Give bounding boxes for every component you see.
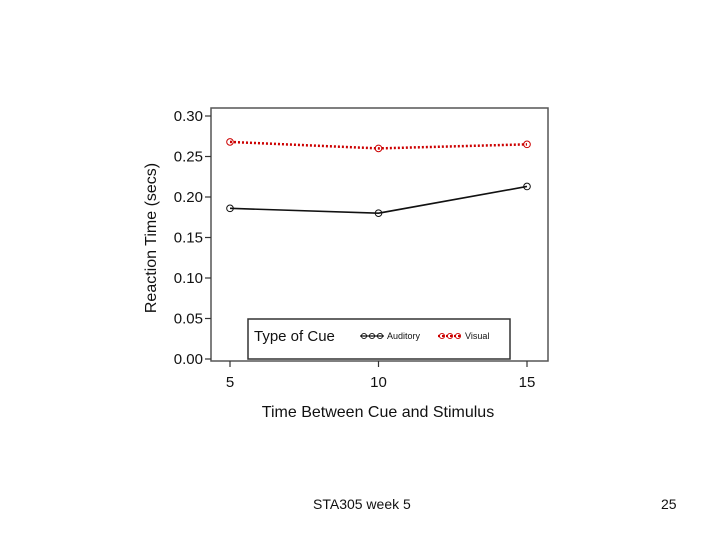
data-point-auditory <box>226 204 234 213</box>
data-point-visual <box>374 144 383 153</box>
y-tick-label: 0.25 <box>174 149 203 166</box>
x-tick-label: 10 <box>370 374 387 391</box>
legend: Type of Cue Auditory Visual <box>247 318 511 360</box>
legend-marker-visual <box>438 332 446 340</box>
y-tick-label: 0.20 <box>174 189 203 206</box>
data-point-auditory <box>523 182 531 191</box>
legend-marker-visual <box>446 332 454 340</box>
x-axis-title: Time Between Cue and Stimulus <box>262 404 494 421</box>
data-point-visual <box>226 138 234 146</box>
legend-marker-auditory <box>376 332 384 340</box>
legend-label-visual: Visual <box>465 331 489 341</box>
legend-marker-visual <box>454 332 462 340</box>
series-line-auditory <box>229 185 528 215</box>
y-tick-label: 0.10 <box>174 270 203 287</box>
y-tick-label: 0.05 <box>174 311 203 328</box>
data-point-visual <box>523 140 531 149</box>
x-tick-label: 15 <box>519 374 536 391</box>
x-axis: 5 10 15 <box>226 361 536 391</box>
y-tick-label: 0.00 <box>174 351 203 368</box>
legend-label-auditory: Auditory <box>387 331 421 341</box>
series-line-visual <box>229 140 528 150</box>
slide-footer: STA305 week 5 <box>313 496 411 512</box>
legend-marker-auditory <box>368 332 376 340</box>
legend-title: Type of Cue <box>254 328 335 345</box>
y-axis-title: Reaction Time (secs) <box>143 163 160 313</box>
data-point-auditory <box>374 209 383 217</box>
x-tick-label: 5 <box>226 374 234 391</box>
legend-marker-auditory <box>360 332 368 340</box>
y-tick-label: 0.15 <box>174 230 203 247</box>
y-axis: 0.00 0.05 0.10 0.15 0.20 0.25 0.30 <box>174 108 211 368</box>
plot-frame <box>210 107 549 362</box>
series-layer <box>226 138 531 217</box>
y-tick-label: 0.30 <box>174 108 203 125</box>
legend-box <box>247 318 511 360</box>
slide-number: 25 <box>661 496 677 512</box>
